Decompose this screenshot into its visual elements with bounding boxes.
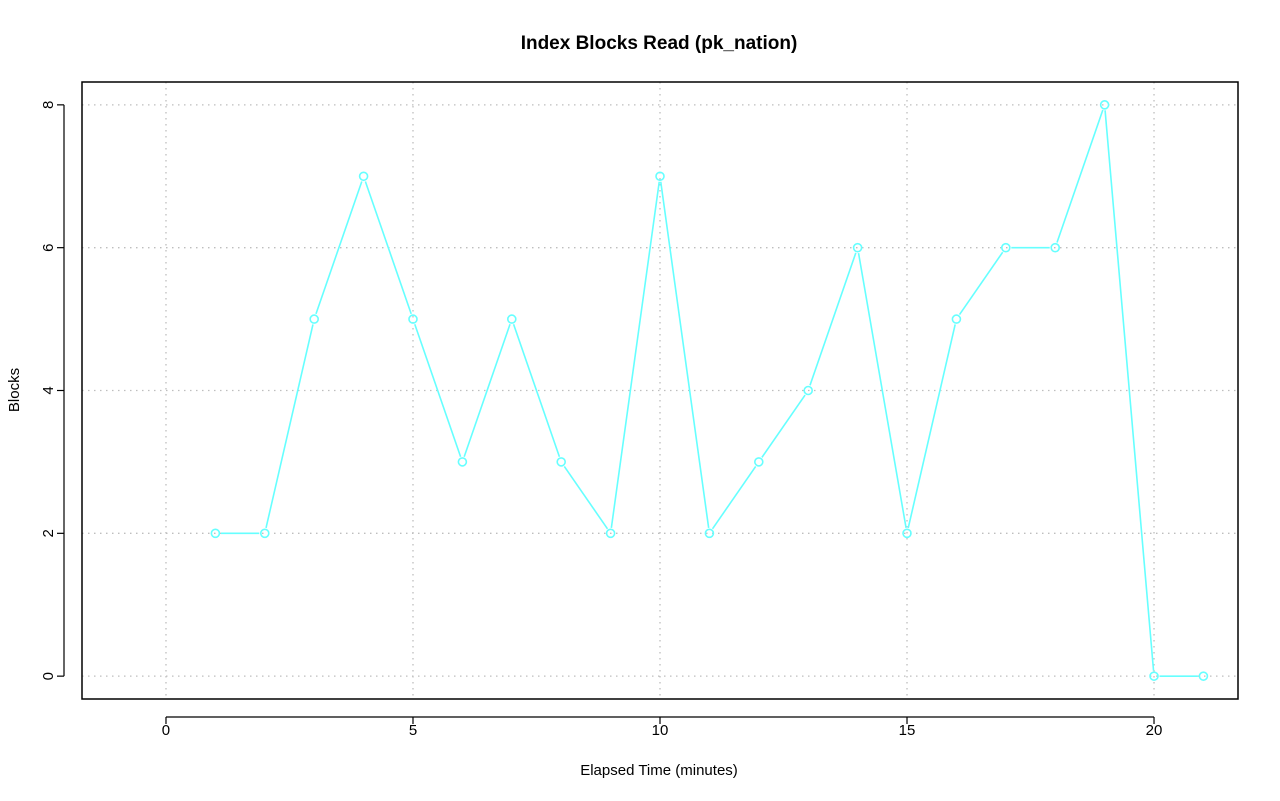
x-tick-label: 20: [1146, 722, 1163, 739]
data-point: [408, 314, 418, 324]
line-segment: [761, 394, 806, 458]
y-tick-label: 8: [40, 101, 57, 109]
data-point: [259, 528, 270, 539]
data-point: [309, 314, 319, 324]
line-segment: [364, 181, 412, 315]
x-tick-label: 10: [652, 722, 669, 739]
line-segment: [414, 324, 462, 457]
line-segment: [563, 465, 609, 530]
line-segment: [512, 324, 561, 457]
line-segment: [958, 251, 1004, 316]
data-point: [803, 385, 814, 396]
x-tick-label: 0: [162, 722, 170, 739]
data-point: [704, 528, 715, 539]
line-segment: [907, 324, 956, 529]
x-axis: 0 5 10 15 20: [162, 716, 1163, 739]
line-segment: [610, 181, 661, 528]
data-point: [852, 242, 863, 253]
data-point: [951, 314, 962, 324]
y-tick-label: 2: [40, 529, 57, 537]
line-segment: [809, 252, 857, 386]
plot-area: [81, 81, 1239, 700]
series: [210, 100, 1209, 681]
data-point: [1050, 242, 1061, 253]
y-tick-label: 0: [40, 672, 57, 680]
data-point: [605, 528, 616, 539]
y-axis: 0 2 4 6 8: [40, 101, 65, 680]
x-axis-label: Elapsed Time (minutes): [580, 762, 738, 779]
line-segment: [463, 324, 511, 457]
data-point: [556, 457, 566, 467]
line-segment: [1056, 109, 1104, 243]
line-segment: [659, 181, 710, 528]
data-point: [210, 528, 221, 539]
data-point: [1198, 671, 1209, 681]
line-segment: [711, 465, 757, 530]
grid: [82, 82, 1238, 699]
x-tick-label: 5: [409, 722, 417, 739]
line-segment: [265, 324, 314, 529]
data-point: [358, 171, 369, 182]
data-point: [457, 457, 468, 467]
data-point: [506, 314, 517, 324]
data-point: [655, 171, 665, 182]
line-segment: [1104, 110, 1155, 671]
line-segment: [315, 181, 363, 315]
data-point: [1149, 671, 1159, 681]
chart-title: Index Blocks Read (pk_nation): [521, 33, 798, 54]
y-tick-label: 6: [40, 244, 57, 252]
data-point: [902, 528, 912, 539]
data-point: [1099, 100, 1110, 110]
line-segment: [857, 252, 907, 529]
y-axis-label: Blocks: [6, 368, 23, 412]
x-tick-label: 15: [899, 722, 916, 739]
y-tick-label: 4: [40, 386, 57, 394]
data-point: [1001, 242, 1011, 253]
data-point: [754, 457, 764, 467]
series-line: [210, 100, 1209, 681]
